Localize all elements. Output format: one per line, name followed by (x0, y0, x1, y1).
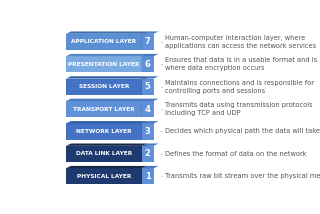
Polygon shape (142, 144, 147, 162)
Text: Maintains connections and is responsible for
controlling ports and sessions: Maintains connections and is responsible… (165, 80, 314, 94)
Polygon shape (66, 101, 142, 117)
Polygon shape (66, 76, 147, 79)
Text: NETWORK LAYER: NETWORK LAYER (76, 129, 132, 134)
Polygon shape (66, 166, 147, 168)
Polygon shape (66, 56, 142, 72)
Text: 4: 4 (145, 105, 151, 114)
Polygon shape (142, 54, 147, 72)
Text: 6: 6 (145, 60, 151, 69)
Polygon shape (66, 146, 142, 162)
Polygon shape (66, 54, 147, 56)
Polygon shape (142, 99, 147, 117)
Text: DATA LINK LAYER: DATA LINK LAYER (76, 151, 132, 156)
Polygon shape (66, 79, 142, 95)
Polygon shape (142, 144, 158, 146)
Polygon shape (142, 121, 158, 123)
Polygon shape (66, 123, 142, 140)
Text: Transmits raw bit stream over the physical medium: Transmits raw bit stream over the physic… (165, 173, 320, 179)
Text: 3: 3 (145, 127, 150, 136)
Text: Defines the format of data on the network: Defines the format of data on the networ… (165, 151, 307, 157)
Polygon shape (142, 146, 154, 162)
Polygon shape (142, 166, 147, 184)
Polygon shape (142, 56, 154, 72)
Text: Human-computer interaction layer, where
applications can access the network serv: Human-computer interaction layer, where … (165, 35, 316, 49)
Polygon shape (66, 144, 147, 146)
Text: PRESENTATION LAYER: PRESENTATION LAYER (68, 62, 140, 67)
Text: Transmits data using transmission protocols
including TCP and UDP: Transmits data using transmission protoc… (165, 102, 313, 116)
Text: Ensures that data is in a usable format and is
where data encryption occurs: Ensures that data is in a usable format … (165, 57, 317, 71)
Text: 5: 5 (145, 82, 151, 91)
Polygon shape (142, 99, 158, 101)
Polygon shape (142, 101, 154, 117)
Polygon shape (66, 168, 142, 184)
Polygon shape (142, 121, 147, 140)
Polygon shape (66, 31, 147, 34)
Polygon shape (142, 166, 158, 168)
Polygon shape (142, 31, 158, 34)
Polygon shape (142, 76, 158, 79)
Polygon shape (142, 123, 154, 140)
Text: 2: 2 (145, 149, 151, 158)
Text: PHYSICAL LAYER: PHYSICAL LAYER (77, 174, 131, 179)
Text: APPLICATION LAYER: APPLICATION LAYER (71, 39, 137, 44)
Polygon shape (66, 121, 147, 123)
Text: 1: 1 (145, 172, 151, 181)
Polygon shape (142, 79, 154, 95)
Polygon shape (142, 31, 147, 50)
Polygon shape (66, 34, 142, 50)
Polygon shape (142, 76, 147, 95)
Text: 7: 7 (145, 37, 150, 46)
Polygon shape (142, 34, 154, 50)
Text: TRANSPORT LAYER: TRANSPORT LAYER (73, 107, 135, 111)
Polygon shape (66, 99, 147, 101)
Polygon shape (142, 168, 154, 184)
Text: SESSION LAYER: SESSION LAYER (79, 84, 129, 89)
Text: Decides which physical path the data will take: Decides which physical path the data wil… (165, 128, 320, 134)
Polygon shape (142, 54, 158, 56)
